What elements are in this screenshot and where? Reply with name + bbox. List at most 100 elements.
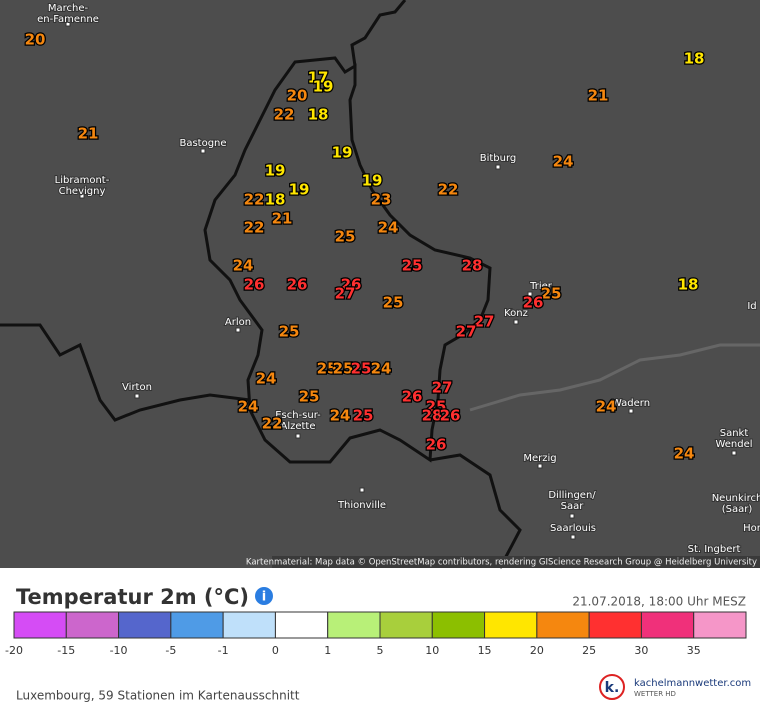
attribution: Kartenmaterial: Map data © OpenStreetMap… [246,558,757,568]
place-dot [570,534,576,540]
place-dot [134,393,140,399]
temperature-label: 22 [438,181,459,199]
place-dot [628,408,634,414]
place-name: Bitburg [480,153,517,164]
temperature-label: 24 [371,360,392,378]
temperature-label: 24 [256,370,277,388]
logo-mark: k. [605,680,620,696]
place-name: Libramont- [55,175,110,186]
place-name: Konz [504,308,528,319]
place-dot [359,487,365,493]
temperature-label: 24 [378,219,399,237]
legend-tick-label: 20 [530,644,544,657]
legend-swatch [640,611,695,639]
temperature-label: 24 [233,257,254,275]
legend: -20 -15 -10 -5 -1 0 1 5 10 15 20 25 30 35 [5,611,747,657]
place-name: Chevigny [59,186,106,197]
logo-tagline: WETTER HD [634,690,676,698]
legend-swatch [536,611,590,639]
place-name: Thionville [337,500,386,511]
place-name: Wadern [612,398,650,409]
temperature-label: 26 [244,276,265,294]
temperature-label: 28 [422,407,443,425]
legend-tick-label: 5 [377,644,384,657]
place-name: Dillingen/ [548,490,596,501]
temperature-label: 25 [333,360,354,378]
place-name: Sankt [720,428,749,439]
legend-tick-label: 25 [582,644,596,657]
temperature-label: 18 [678,276,699,294]
temperature-label: 26 [440,407,461,425]
timestamp: 21.07.2018, 18:00 Uhr MESZ [572,595,746,609]
temperature-label: 20 [25,31,46,49]
temperature-label: 17 [308,69,329,87]
place-name: (Saar) [722,504,753,515]
temperature-label: 19 [265,162,286,180]
legend-tick-label: -10 [110,644,128,657]
place-dot [200,148,206,154]
temperature-label: 25 [426,398,447,416]
temperature-label: 25 [299,388,320,406]
temperature-label: 26 [523,294,544,312]
place-name: Marche- [48,3,89,14]
temperature-label: 24 [596,398,617,416]
legend-swatch [431,611,486,639]
temperature-label: 22 [274,106,295,124]
place-dot [731,450,737,456]
temperature-label: 22 [262,415,283,433]
legend-swatch [693,611,747,639]
temperature-label: 25 [317,360,338,378]
legend-tick-label: 15 [478,644,492,657]
legend-swatch [65,611,120,639]
temperature-label: 28 [462,257,483,275]
logo-icon [599,674,625,700]
place-name: Trier [529,281,553,292]
place-dot [295,433,301,439]
state-border [469,343,760,412]
temperature-label: 25 [383,294,404,312]
temperature-label: 27 [474,313,495,331]
temperature-label: 25 [353,407,374,425]
place-dot [513,319,519,325]
place-name: Virton [122,382,152,393]
place-name: Wendel [715,439,752,450]
temperature-label: 19 [313,78,334,96]
place-name: en-Famenne [37,14,99,25]
legend-title: Temperatur 2m (°C) [16,585,249,609]
info-icon[interactable] [255,587,273,605]
legend-swatch [170,611,224,639]
temperature-label: 18 [684,50,705,68]
temperature-label: 23 [371,191,392,209]
place-dot [537,463,543,469]
info-icon-glyph: i [262,590,266,605]
place-name: Bastogne [179,138,226,149]
temperature-label: 24 [238,398,259,416]
legend-swatch [379,611,433,639]
place-name: Esch-sur- [275,410,321,421]
temperature-label: 25 [402,257,423,275]
temperature-label: 27 [456,323,477,341]
logo-name: kachelmannwetter.com [634,678,751,689]
temperature-label: 27 [335,285,356,303]
place-dot [235,327,241,333]
place-dot [65,21,71,27]
temperature-label: 26 [287,276,308,294]
temperature-label: 25 [279,323,300,341]
map-background [0,0,760,568]
place-name: Neunkirch [712,493,760,504]
temperature-label: 25 [351,360,372,378]
legend-tick-label: 30 [634,644,648,657]
temperature-label: 26 [426,436,447,454]
temperature-label: 24 [330,407,351,425]
temperature-label: 25 [541,285,562,303]
place-name: Id [747,301,756,312]
legend-swatch [484,611,538,639]
place-dot [79,193,85,199]
legend-swatch [118,611,172,639]
place-name: Arlon [225,317,251,328]
temperature-label: 19 [362,172,383,190]
borders [0,0,522,569]
temperature-label: 22 [244,191,265,209]
